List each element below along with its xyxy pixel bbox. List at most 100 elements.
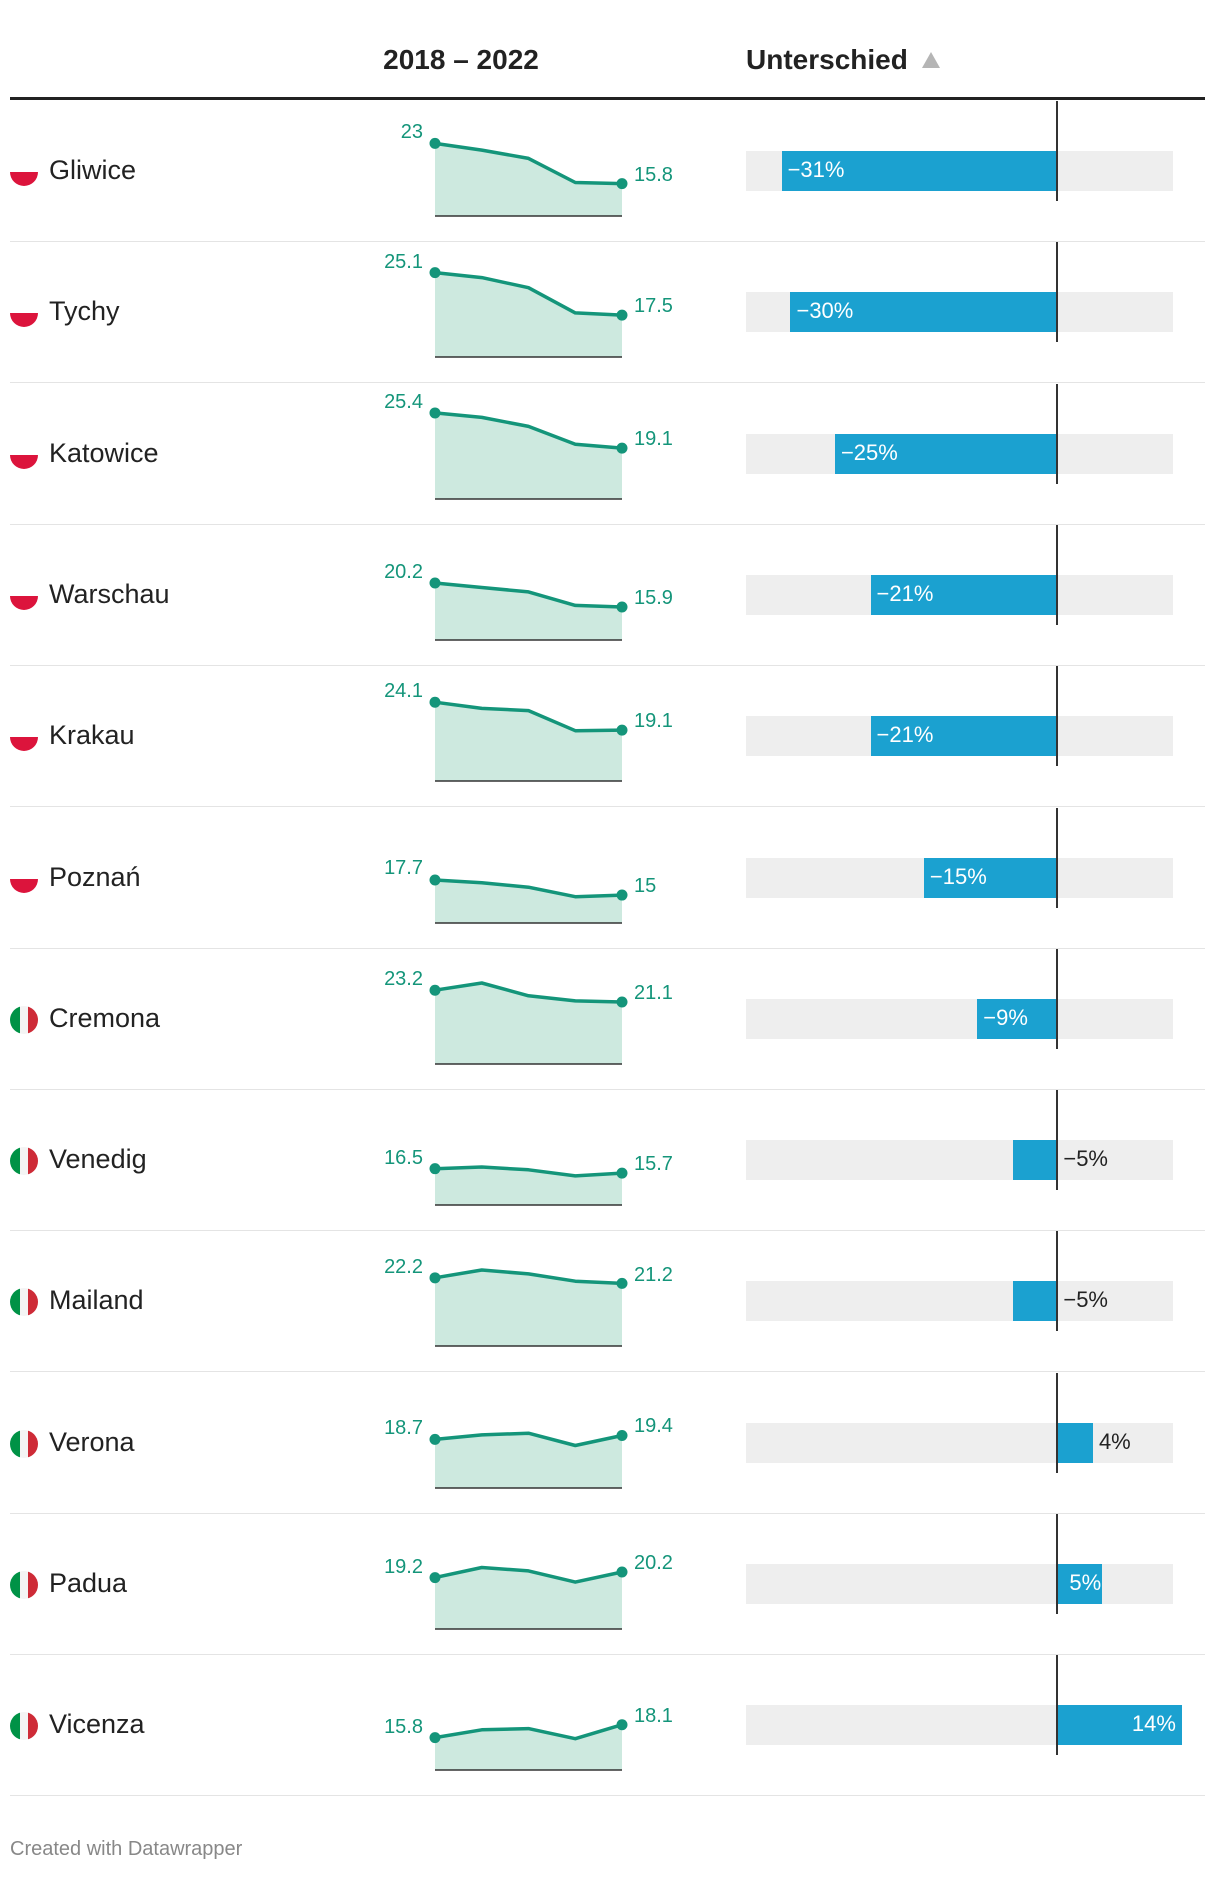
city-name: Poznań <box>49 861 141 892</box>
difference-label: −30% <box>796 298 854 324</box>
sparkline-line <box>434 271 623 318</box>
sparkline-start-dot <box>429 1433 441 1445</box>
sparkline-end-label: 15.7 <box>634 1153 673 1176</box>
column-header-difference[interactable]: Unterschied <box>746 44 908 75</box>
sparkline-start-label: 15.8 <box>384 1715 423 1738</box>
sparkline-end-dot <box>616 1278 628 1290</box>
flag-stripe <box>20 1288 28 1317</box>
difference-bar <box>870 716 1058 757</box>
difference-bar <box>1057 1705 1182 1746</box>
sparkline <box>429 981 628 1065</box>
city-name: Venedig <box>49 1144 147 1175</box>
difference-label: −21% <box>876 580 934 606</box>
flag-stripe <box>28 1147 38 1176</box>
sparkline-area <box>435 1167 622 1206</box>
sparkline-end-label: 19.1 <box>634 427 673 450</box>
flag-stripe <box>20 1005 28 1034</box>
zero-axis <box>1056 242 1059 343</box>
sparkline-end-dot <box>616 724 628 736</box>
city-name: Vicenza <box>49 1709 145 1740</box>
difference-bar <box>790 292 1058 333</box>
poland-flag-icon <box>10 440 38 469</box>
flag-stripe <box>20 1571 28 1599</box>
zero-axis <box>1056 1514 1059 1614</box>
zero-axis <box>1056 1090 1059 1191</box>
flag-stripe <box>20 1712 28 1741</box>
difference-bar <box>870 574 1058 615</box>
bar-track <box>746 998 1173 1039</box>
column-header-sparkline: 2018 – 2022 <box>383 44 539 75</box>
row-separator <box>10 947 1205 949</box>
sparkline <box>429 1719 628 1772</box>
sparkline <box>429 1163 628 1206</box>
sparkline-start-dot <box>429 1163 441 1175</box>
table-row: Venedig 16.5 15.7 −5% <box>0 1090 1220 1232</box>
sparkline-end-dot <box>616 996 628 1008</box>
row-separator <box>10 1371 1205 1373</box>
sparkline-start-label: 17.7 <box>384 857 423 880</box>
sparkline <box>429 577 628 641</box>
flag-stripe <box>10 1571 20 1599</box>
sparkline-end-label: 21.2 <box>634 1263 673 1286</box>
flag-stripe <box>20 1429 28 1458</box>
sparkline-start-dot <box>429 577 441 589</box>
flag-stripe <box>10 1005 20 1034</box>
sparkline-end-label: 19.1 <box>634 710 673 733</box>
flag-stripe <box>10 313 38 328</box>
sparkline-start-label: 25.4 <box>384 390 423 413</box>
row-separator <box>10 806 1205 808</box>
city-name: Verona <box>49 1426 135 1457</box>
header-rule <box>10 97 1205 100</box>
bar-track <box>746 1422 1173 1463</box>
zero-axis <box>1056 1655 1059 1756</box>
difference-bar <box>1057 1422 1093 1463</box>
difference-label: −31% <box>787 157 845 182</box>
sparkline-line <box>434 700 623 733</box>
row-separator <box>10 1654 1205 1655</box>
difference-label: −5% <box>1063 1287 1108 1313</box>
sparkline-area <box>435 582 622 640</box>
city-name: Warschau <box>49 578 170 609</box>
sparkline-line <box>434 1165 623 1178</box>
row-separator <box>10 1230 1205 1232</box>
difference-bar <box>1057 1564 1102 1604</box>
sort-arrow-icon[interactable] <box>922 52 940 68</box>
sparkline-line <box>434 981 623 1004</box>
sparkline-start-dot <box>429 1572 441 1584</box>
difference-label: −5% <box>1063 1146 1108 1172</box>
zero-axis <box>1056 666 1059 767</box>
sparkline-end-dot <box>616 309 628 321</box>
difference-bar <box>923 857 1058 898</box>
sparkline <box>429 137 628 217</box>
sparkline-end-label: 15 <box>634 874 657 897</box>
row-separator <box>10 1088 1205 1090</box>
city-name: Cremona <box>49 1002 161 1033</box>
table-row: Padua 19.2 20.2 5% <box>0 1514 1220 1655</box>
sparkline-end-dot <box>616 889 628 901</box>
difference-label: −9% <box>983 1004 1028 1030</box>
flag-stripe <box>10 299 38 314</box>
sparkline-line <box>434 581 623 609</box>
sparkline-start-dot <box>429 407 441 419</box>
difference-label: 14% <box>1131 1711 1176 1737</box>
sparkline-start-label: 16.5 <box>384 1146 423 1169</box>
table-row: Katowice 25.4 19.1 −25% <box>0 383 1220 525</box>
sparkline-start-dot <box>429 984 441 996</box>
flag-stripe <box>10 737 38 752</box>
zero-axis <box>1056 1231 1059 1332</box>
city-name: Gliwice <box>49 155 137 185</box>
flag-stripe <box>10 1147 20 1176</box>
sparkline-area <box>435 1270 622 1347</box>
difference-label: 5% <box>1069 1570 1102 1595</box>
sparkline-end-label: 15.9 <box>634 586 673 609</box>
city-name: Krakau <box>49 720 135 751</box>
italy-flag-icon <box>10 1429 38 1458</box>
poland-flag-icon <box>10 158 38 186</box>
poland-flag-icon <box>10 864 38 893</box>
zero-axis <box>1056 101 1059 201</box>
sparkline <box>429 407 628 500</box>
sparkline-line <box>434 410 623 450</box>
sparkline-end-label: 19.4 <box>634 1415 673 1438</box>
sparkline-area <box>435 272 622 358</box>
